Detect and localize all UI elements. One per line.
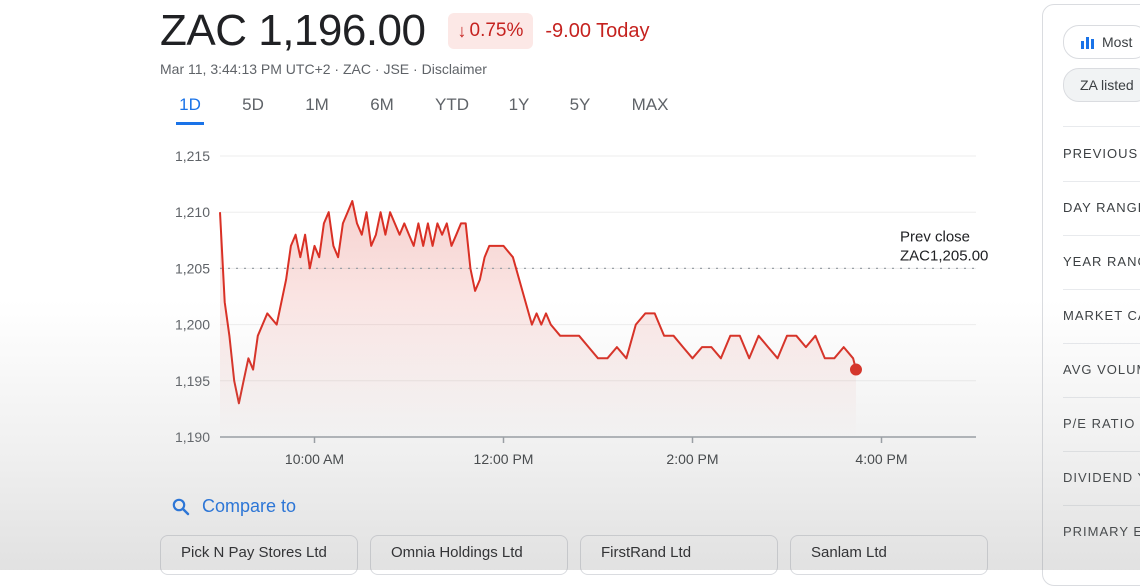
meta-separator: · xyxy=(330,61,343,77)
price-value: ZAC 1,196.00 xyxy=(160,6,426,55)
tab-5d[interactable]: 5D xyxy=(242,95,264,114)
down-arrow-icon: ↓ xyxy=(457,20,467,41)
divider xyxy=(1063,289,1140,290)
divider xyxy=(1063,397,1140,398)
compare-chip[interactable]: Omnia Holdings Ltd xyxy=(370,535,568,575)
compare-to-button[interactable]: Compare to xyxy=(172,496,296,517)
meta-separator: · xyxy=(409,61,422,77)
stat-market-cap: MARKET CA xyxy=(1063,308,1140,323)
quote-timestamp: Mar 11, 3:44:13 PM UTC+2 xyxy=(160,61,331,77)
last-price-dot xyxy=(849,363,862,376)
search-icon xyxy=(172,498,190,515)
disclaimer-link[interactable]: Disclaimer xyxy=(421,61,487,77)
y-tick-label: 1,210 xyxy=(175,204,210,220)
x-tick-label: 10:00 AM xyxy=(285,451,344,467)
meta-separator: · xyxy=(371,61,384,77)
side-panel: Most ZA listed PREVIOUS DAY RANGE YEAR R… xyxy=(1042,4,1140,586)
percent-change-badge: ↓ 0.75% xyxy=(447,13,534,49)
stat-previous-close: PREVIOUS xyxy=(1063,146,1139,161)
most-active-chip[interactable]: Most xyxy=(1063,25,1140,59)
bar-chart-icon xyxy=(1081,37,1094,49)
price-chart: 1,190 1,195 1,200 1,205 1,210 1,215 10:00 AM 12… xyxy=(175,148,988,467)
tab-1y[interactable]: 1Y xyxy=(508,95,530,114)
divider xyxy=(1063,181,1140,182)
stat-day-range: DAY RANGE xyxy=(1063,200,1140,215)
change-today: -9.00 Today xyxy=(545,19,650,42)
previous-close-value: ZAC1,205.00 xyxy=(900,247,988,264)
range-tabs: 1D 5D 1M 6M YTD 1Y 5Y MAX xyxy=(160,92,670,125)
compare-to-label: Compare to xyxy=(202,496,297,516)
quote-header: ZAC 1,196.00 ↓ 0.75% -9.00 Today xyxy=(160,6,650,56)
stat-pe-ratio: P/E RATIO xyxy=(1063,416,1136,431)
tab-ytd[interactable]: YTD xyxy=(435,95,469,114)
divider xyxy=(1063,235,1140,236)
tab-max[interactable]: MAX xyxy=(631,95,669,114)
y-tick-label: 1,205 xyxy=(175,260,210,276)
y-tick-label: 1,190 xyxy=(175,429,210,445)
quote-exchange: JSE xyxy=(383,61,410,77)
y-tick-label: 1,195 xyxy=(175,373,210,389)
stat-year-range: YEAR RANG xyxy=(1063,254,1140,269)
divider xyxy=(1063,126,1140,127)
compare-chips: Pick N Pay Stores Ltd Omnia Holdings Ltd… xyxy=(160,535,1000,575)
percent-change-value: 0.75% xyxy=(469,20,524,41)
stat-avg-volume: AVG VOLUM xyxy=(1063,362,1140,377)
tab-1m[interactable]: 1M xyxy=(305,95,329,114)
x-tick-label: 2:00 PM xyxy=(666,451,718,467)
x-tick-label: 4:00 PM xyxy=(855,451,907,467)
price-line xyxy=(219,200,857,405)
divider xyxy=(1063,505,1140,506)
stat-primary-exchange: PRIMARY E xyxy=(1063,524,1140,539)
compare-chip[interactable]: FirstRand Ltd xyxy=(580,535,778,575)
divider xyxy=(1063,451,1140,452)
za-listed-chip[interactable]: ZA listed xyxy=(1063,68,1140,102)
x-tick-label: 12:00 PM xyxy=(474,451,534,467)
stat-dividend-yield: DIVIDEND Y xyxy=(1063,470,1140,485)
y-tick-label: 1,215 xyxy=(175,148,210,164)
compare-chip[interactable]: Sanlam Ltd xyxy=(790,535,988,575)
quote-meta: Mar 11, 3:44:13 PM UTC+2 · ZAC · JSE · D… xyxy=(160,61,487,77)
tab-5y[interactable]: 5Y xyxy=(569,95,591,114)
y-tick-label: 1,200 xyxy=(175,317,210,333)
most-chip-label: Most xyxy=(1102,34,1133,50)
za-listed-chip-label: ZA listed xyxy=(1080,77,1134,93)
divider xyxy=(1063,343,1140,344)
previous-close-label: Prev close xyxy=(900,228,970,245)
tab-1d[interactable]: 1D xyxy=(176,92,204,125)
quote-ticker: ZAC xyxy=(343,61,371,77)
tab-6m[interactable]: 6M xyxy=(370,95,394,114)
compare-chip[interactable]: Pick N Pay Stores Ltd xyxy=(160,535,358,575)
